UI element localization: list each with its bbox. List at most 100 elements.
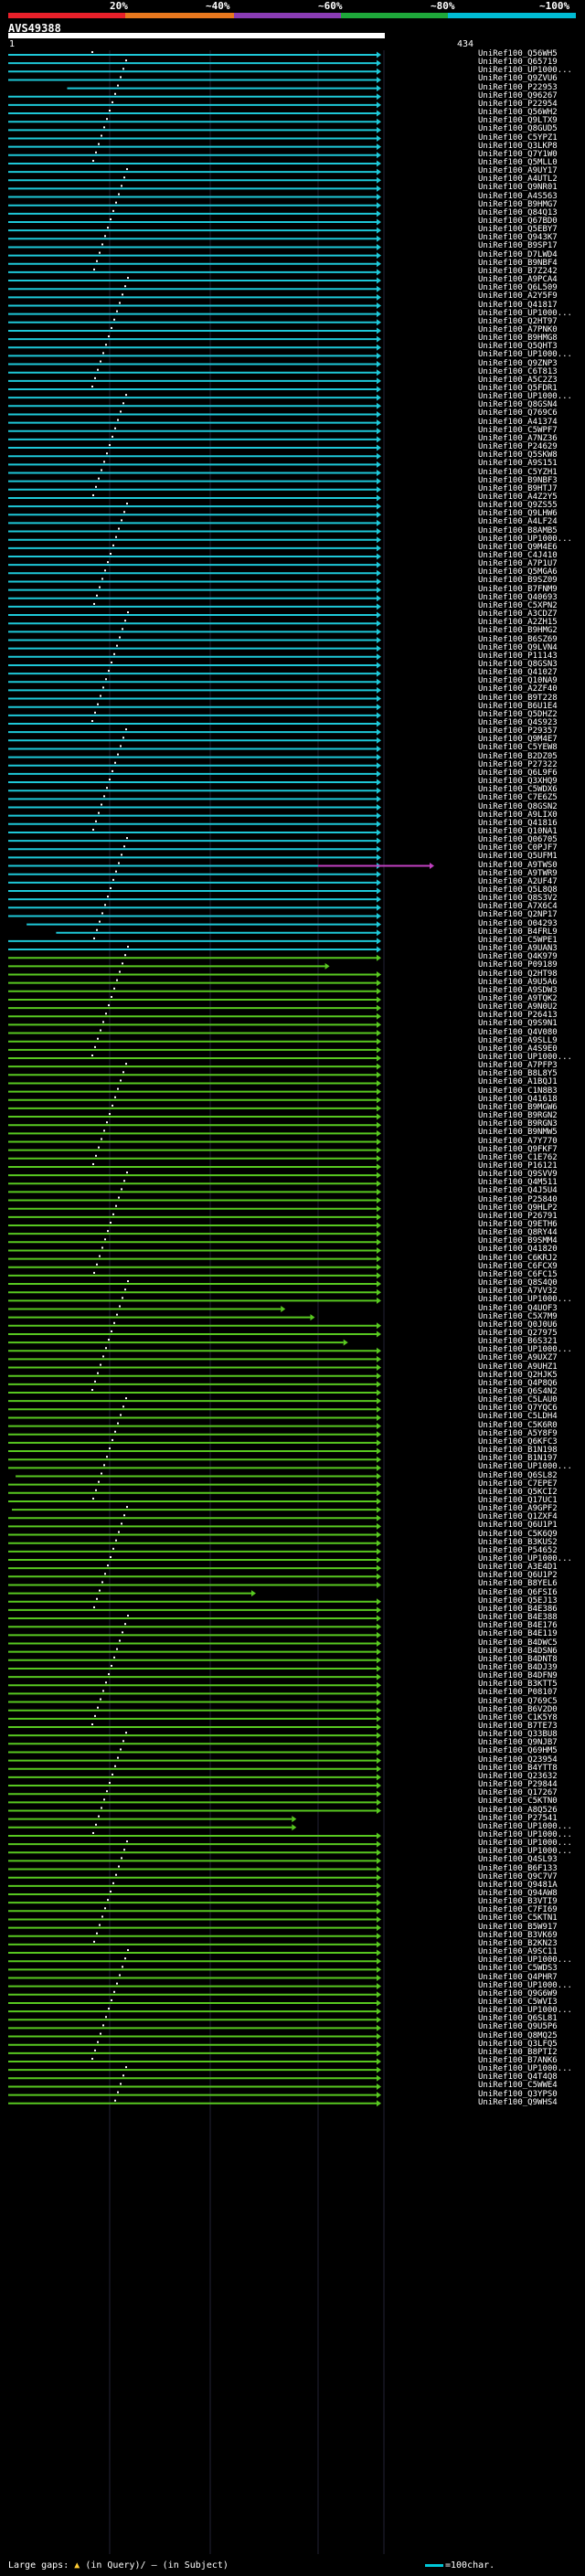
hit-row[interactable] xyxy=(8,1138,381,1146)
hit-row[interactable] xyxy=(8,493,381,502)
hit-label[interactable]: UniRef100_Q5EBY7 xyxy=(478,225,558,235)
hit-label[interactable]: UniRef100_Q5MLL0 xyxy=(478,157,558,167)
hit-row[interactable] xyxy=(8,151,381,159)
hit-label[interactable]: UniRef100_A4UTL2 xyxy=(478,175,558,185)
hit-label[interactable]: UniRef100_B6U1E4 xyxy=(478,701,558,711)
hit-row[interactable] xyxy=(8,1573,381,1580)
hit-row[interactable] xyxy=(8,1347,381,1354)
hit-label[interactable]: UniRef100_Q3YPS0 xyxy=(478,2089,558,2099)
hit-row[interactable] xyxy=(8,1915,381,1923)
hit-label[interactable]: UniRef100_A7PNK0 xyxy=(478,324,558,334)
hit-row[interactable] xyxy=(8,335,381,343)
hit-row[interactable] xyxy=(8,209,381,217)
hit-row[interactable] xyxy=(8,452,381,460)
hit-label[interactable]: UniRef100_P09189 xyxy=(478,960,558,970)
hit-label[interactable]: UniRef100_C7EPE7 xyxy=(478,1479,558,1489)
hit-label[interactable]: UniRef100_C6KRJ2 xyxy=(478,1253,558,1263)
hit-label[interactable]: UniRef100_Q41027 xyxy=(478,668,558,678)
hit-row[interactable] xyxy=(8,360,381,368)
hit-row[interactable] xyxy=(8,1414,381,1421)
hit-row[interactable] xyxy=(8,1865,381,1873)
hit-label[interactable]: UniRef100_C1K5Y8 xyxy=(478,1712,558,1723)
hit-row[interactable] xyxy=(8,1063,381,1070)
hit-label[interactable]: UniRef100_Q5L8Q8 xyxy=(478,885,558,895)
hit-row[interactable] xyxy=(8,1188,381,1195)
hit-label[interactable]: UniRef100_Q2NP17 xyxy=(478,910,558,920)
hit-label[interactable]: UniRef100_A9N0U2 xyxy=(478,1002,558,1012)
hit-row[interactable] xyxy=(8,1037,381,1045)
hit-row[interactable] xyxy=(8,143,381,151)
hit-label[interactable]: UniRef100_P54652 xyxy=(478,1545,558,1555)
hit-row[interactable] xyxy=(8,159,381,167)
hit-label[interactable]: UniRef100_C5KTN0 xyxy=(478,1797,558,1807)
hit-label[interactable]: UniRef100_B2DZ05 xyxy=(478,751,558,761)
hit-row[interactable] xyxy=(8,126,381,133)
hit-label[interactable]: UniRef100_Q3XHQ9 xyxy=(478,777,558,787)
hit-row[interactable] xyxy=(8,485,381,493)
hit-row[interactable] xyxy=(8,1405,381,1413)
hit-row[interactable] xyxy=(8,1171,381,1179)
hit-row[interactable] xyxy=(8,535,381,544)
hit-label[interactable]: UniRef100_Q7YQC6 xyxy=(478,1404,558,1414)
hit-row[interactable] xyxy=(8,769,381,778)
hit-label[interactable]: UniRef100_A7X6C4 xyxy=(478,902,558,912)
hit-row[interactable] xyxy=(8,1940,381,1948)
hit-label[interactable]: UniRef100_Q17267 xyxy=(478,1788,558,1798)
hit-row[interactable] xyxy=(8,586,381,594)
hit-row[interactable] xyxy=(8,1180,381,1187)
hit-label[interactable]: UniRef100_Q9NR01 xyxy=(478,183,558,193)
hit-label[interactable]: UniRef100_Q06705 xyxy=(478,835,558,845)
hit-label[interactable]: UniRef100_B8PTI2 xyxy=(478,2047,558,2057)
hit-label[interactable]: UniRef100_B6S321 xyxy=(478,1337,558,1347)
hit-label[interactable]: UniRef100_Q3LKP8 xyxy=(478,141,558,151)
hit-label[interactable]: UniRef100_A3CDZ7 xyxy=(478,610,558,620)
hit-row[interactable] xyxy=(8,652,381,661)
hit-label[interactable]: UniRef100_B9HMG7 xyxy=(478,199,558,209)
hit-label[interactable]: UniRef100_Q9M4E7 xyxy=(478,735,558,745)
hit-row[interactable] xyxy=(8,2099,381,2107)
hit-label[interactable]: UniRef100_C5WPE1 xyxy=(478,935,558,945)
hit-label[interactable]: UniRef100_Q4SL93 xyxy=(478,1855,558,1865)
hit-row[interactable] xyxy=(8,1288,381,1296)
hit-row[interactable] xyxy=(8,1204,381,1213)
hit-row[interactable] xyxy=(8,611,381,619)
hit-label[interactable]: UniRef100_Q9ZNP3 xyxy=(478,358,558,368)
hit-label[interactable]: UniRef100_B4DSN6 xyxy=(478,1646,558,1656)
hit-row[interactable] xyxy=(8,1773,381,1781)
hit-row[interactable] xyxy=(8,243,381,250)
hit-label[interactable]: UniRef100_B7ANK6 xyxy=(478,2056,558,2065)
hit-row[interactable] xyxy=(8,1648,381,1656)
hit-label[interactable]: UniRef100_B9T228 xyxy=(478,693,558,703)
hit-row[interactable] xyxy=(8,711,381,719)
hit-label[interactable]: UniRef100_Q5DHZ2 xyxy=(478,709,558,719)
hit-label[interactable]: UniRef100_P22954 xyxy=(478,99,558,109)
hit-row[interactable] xyxy=(8,1162,381,1171)
hit-row[interactable] xyxy=(8,1807,381,1815)
hit-label[interactable]: UniRef100_B5W917 xyxy=(478,1922,558,1932)
hit-label[interactable]: UniRef100_Q4V080 xyxy=(478,1027,558,1037)
hit-label[interactable]: UniRef100_Q9LHW6 xyxy=(478,509,558,519)
hit-label[interactable]: UniRef100_Q10NA9 xyxy=(478,676,558,686)
hit-row[interactable] xyxy=(8,435,381,443)
hit-label[interactable]: UniRef100_A5C2Z3 xyxy=(478,375,558,385)
hit-row[interactable] xyxy=(8,686,381,694)
hit-label[interactable]: UniRef100_UP1000... xyxy=(478,1053,572,1062)
hit-row[interactable] xyxy=(8,268,381,276)
hit-row[interactable] xyxy=(8,628,381,635)
hit-label[interactable]: UniRef100_Q5MGA6 xyxy=(478,567,558,578)
hit-label[interactable]: UniRef100_Q5UFM1 xyxy=(478,852,558,862)
hit-label[interactable]: UniRef100_Q9ZS55 xyxy=(478,501,558,511)
hit-label[interactable]: UniRef100_Q8S3V2 xyxy=(478,894,558,904)
hit-label[interactable]: UniRef100_Q1ZXF4 xyxy=(478,1512,558,1522)
hit-row[interactable] xyxy=(8,1706,381,1714)
hit-label[interactable]: UniRef100_Q40693 xyxy=(478,592,558,602)
hit-label[interactable]: UniRef100_UP1000... xyxy=(478,308,572,318)
hit-row[interactable] xyxy=(8,193,381,201)
hit-label[interactable]: UniRef100_Q8RY44 xyxy=(478,1228,558,1238)
hit-label[interactable]: UniRef100_C0PJF7 xyxy=(478,843,558,853)
hit-row[interactable] xyxy=(8,1480,381,1489)
hit-row[interactable] xyxy=(8,511,381,518)
hit-label[interactable]: UniRef100_D7LWD4 xyxy=(478,249,558,260)
hit-label[interactable]: UniRef100_Q10NA1 xyxy=(478,826,558,836)
hit-label[interactable]: UniRef100_B3KUS2 xyxy=(478,1537,558,1547)
